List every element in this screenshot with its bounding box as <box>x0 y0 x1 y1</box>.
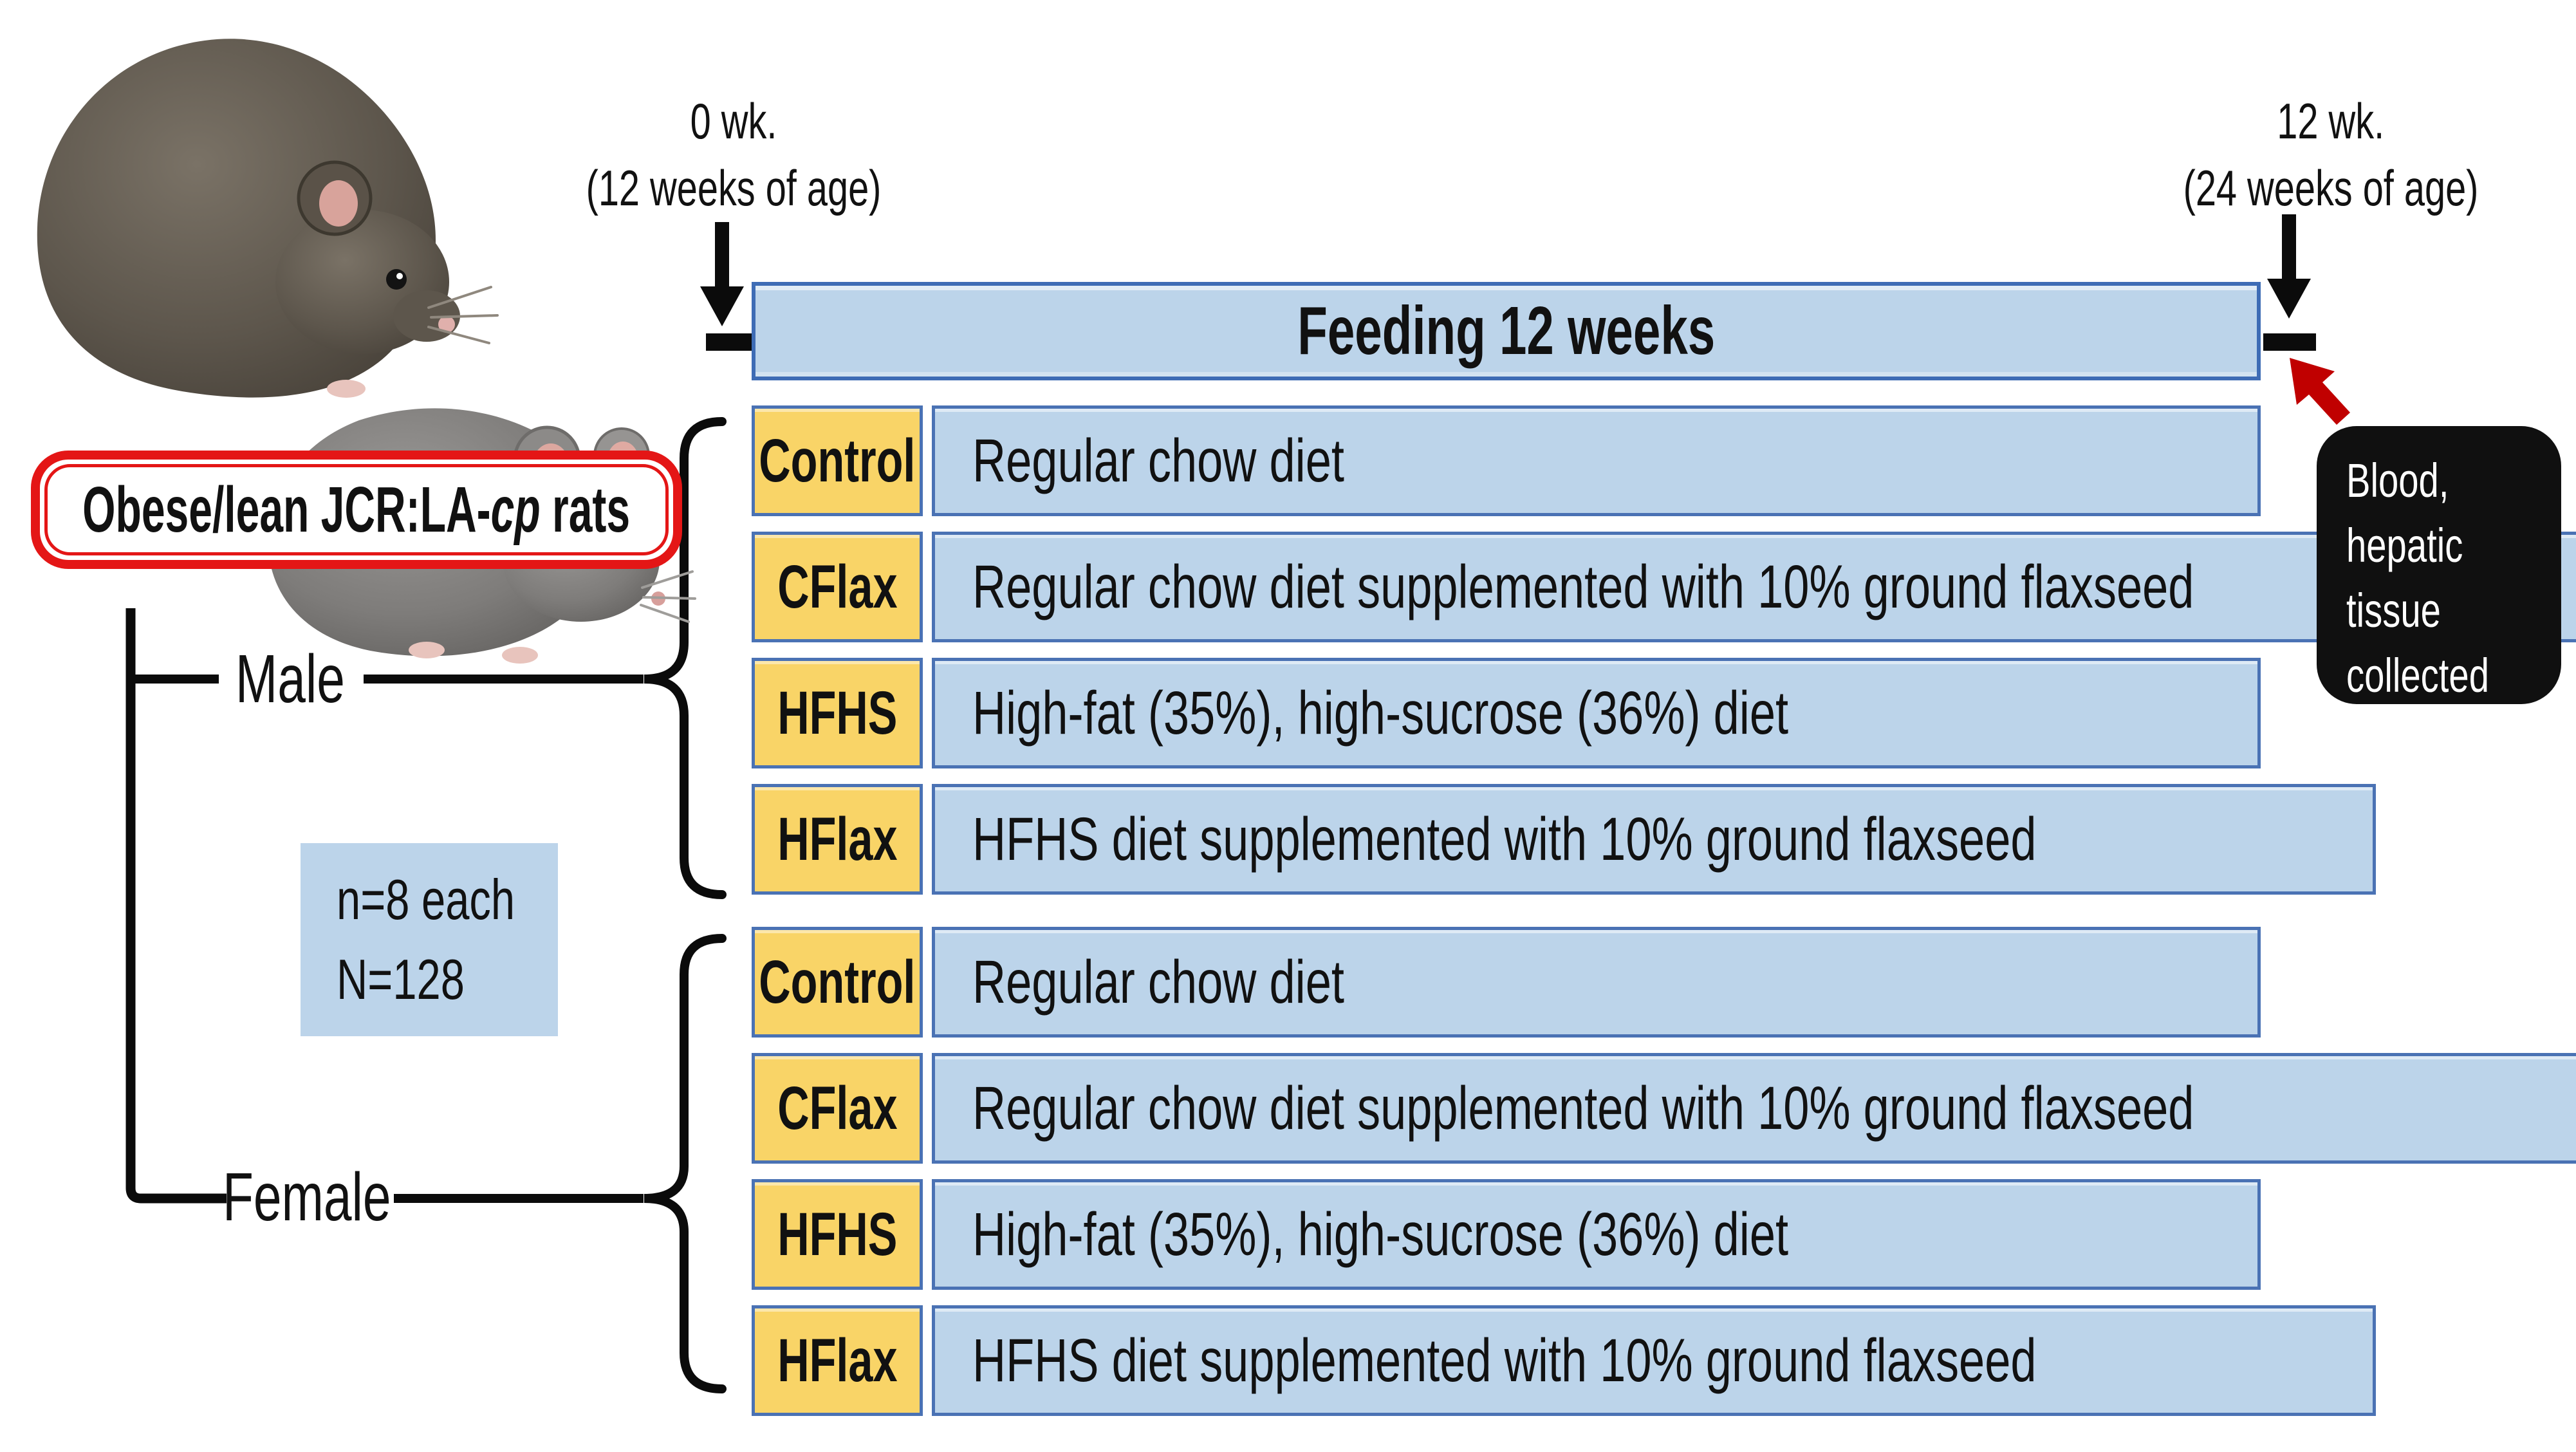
female-diet-row-hflax: HFlax HFHS diet supplemented with 10% gr… <box>752 1305 2376 1416</box>
male-diet-row-hfhs: HFHS High-fat (35%), high-sucrose (36%) … <box>752 658 2261 768</box>
diet-group-label: CFlax <box>752 532 923 642</box>
timeline-start-label: 0 wk. (12 weeks of age) <box>476 88 991 221</box>
end-tick-mark <box>2263 333 2316 351</box>
collection-note-line: hepatic <box>2346 519 2463 572</box>
male-brace <box>644 417 727 899</box>
timeline-end-age: (24 weeks of age) <box>2183 160 2479 216</box>
male-diet-row-control: Control Regular chow diet <box>752 405 2261 516</box>
diet-description: Regular chow diet supplemented with 10% … <box>932 532 2576 642</box>
timeline-end-label: 12 wk. (24 weeks of age) <box>2073 88 2576 221</box>
diet-description: HFHS diet supplemented with 10% ground f… <box>932 784 2376 895</box>
diet-description: Regular chow diet supplemented with 10% … <box>932 1053 2576 1164</box>
strain-label-box: Obese/lean JCR:LA-cp rats <box>31 451 682 569</box>
diet-description: HFHS diet supplemented with 10% ground f… <box>932 1305 2376 1416</box>
start-tick-mark <box>706 333 756 351</box>
collection-note-line: collected <box>2346 649 2489 702</box>
collection-note-box: Blood, hepatic tissue collected <box>2317 426 2561 704</box>
diet-group-label: HFlax <box>752 784 923 895</box>
feeding-period-bar: Feeding 12 weeks <box>752 282 2261 380</box>
female-brace <box>644 934 727 1393</box>
strain-label-text: Obese/lean JCR:LA-cp rats <box>82 473 631 546</box>
sample-size-line1: n=8 each <box>337 868 515 931</box>
diet-description: Regular chow diet <box>932 927 2261 1038</box>
diet-group-label: HFlax <box>752 1305 923 1416</box>
diet-description: High-fat (35%), high-sucrose (36%) diet <box>932 658 2261 768</box>
obese-rat-image <box>37 39 499 398</box>
diet-description: High-fat (35%), high-sucrose (36%) diet <box>932 1179 2261 1290</box>
female-branch-label: Female <box>223 1159 391 1235</box>
timeline-end-week: 12 wk. <box>2277 93 2385 149</box>
diet-group-label: HFHS <box>752 1179 923 1290</box>
diet-group-label: Control <box>752 405 923 516</box>
end-down-arrow-icon <box>2267 214 2311 319</box>
collection-note-line: tissue <box>2346 584 2441 637</box>
male-branch-label: Male <box>235 640 345 717</box>
diet-group-label: CFlax <box>752 1053 923 1164</box>
male-diet-row-cflax: CFlax Regular chow diet supplemented wit… <box>752 532 2576 642</box>
sample-size-box: n=8 each N=128 <box>301 843 558 1036</box>
female-diet-row-hfhs: HFHS High-fat (35%), high-sucrose (36%) … <box>752 1179 2261 1290</box>
male-diet-row-hflax: HFlax HFHS diet supplemented with 10% gr… <box>752 784 2376 895</box>
timeline-start-age: (12 weeks of age) <box>586 160 882 216</box>
start-down-arrow-icon <box>700 222 744 326</box>
collection-note-line: Blood, <box>2346 454 2449 507</box>
feeding-period-title: Feeding 12 weeks <box>1297 293 1716 369</box>
tree-trunk-line <box>125 608 227 1204</box>
diet-group-label: Control <box>752 927 923 1038</box>
diet-group-label: HFHS <box>752 658 923 768</box>
sample-size-line2: N=128 <box>337 947 465 1011</box>
timeline-start-week: 0 wk. <box>690 93 777 149</box>
female-diet-row-control: Control Regular chow diet <box>752 927 2261 1038</box>
strain-label-inner-border: Obese/lean JCR:LA-cp rats <box>44 464 669 555</box>
diet-description: Regular chow diet <box>932 405 2261 516</box>
female-diet-row-cflax: CFlax Regular chow diet supplemented wit… <box>752 1053 2576 1164</box>
red-arrow-icon <box>2290 358 2350 425</box>
